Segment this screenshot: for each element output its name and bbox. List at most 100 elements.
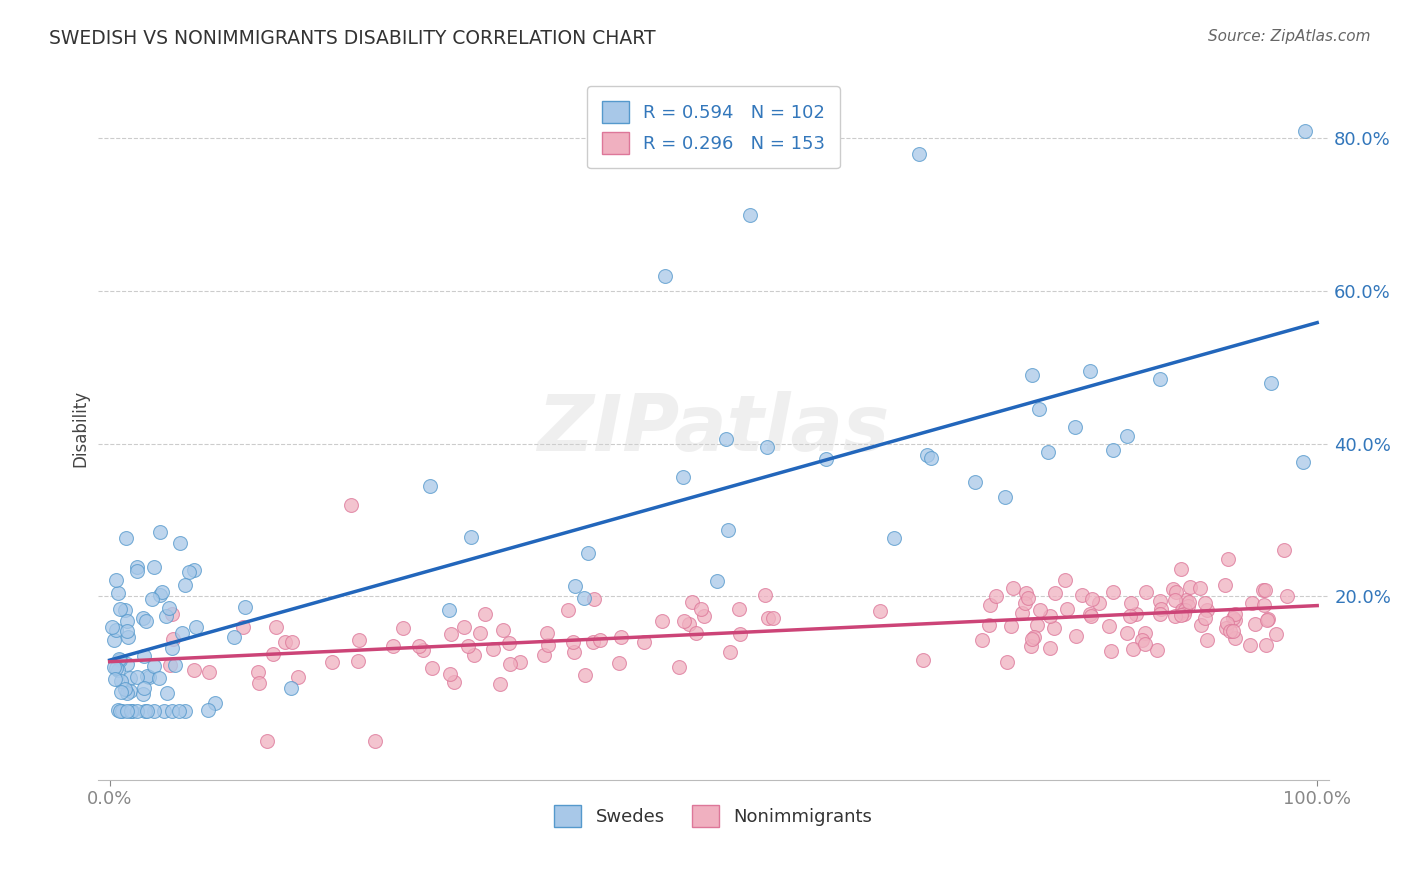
- Point: [706, 574, 728, 589]
- Point: [678, 616, 700, 631]
- Point: [117, 624, 139, 638]
- Point: [1265, 627, 1288, 641]
- Point: [1053, 574, 1076, 588]
- Point: [1135, 584, 1157, 599]
- Point: [814, 452, 837, 467]
- Point: [654, 268, 676, 283]
- Point: [537, 638, 560, 652]
- Point: [1161, 582, 1184, 596]
- Point: [1149, 602, 1171, 616]
- Point: [668, 660, 690, 674]
- Point: [1021, 368, 1043, 382]
- Point: [1119, 596, 1142, 610]
- Point: [492, 624, 515, 638]
- Point: [727, 602, 749, 616]
- Point: [1026, 618, 1049, 632]
- Point: [869, 604, 891, 618]
- Point: [173, 578, 195, 592]
- Point: [104, 660, 127, 674]
- Point: [117, 704, 139, 718]
- Point: [690, 602, 713, 616]
- Point: [1029, 603, 1052, 617]
- Point: [153, 704, 176, 718]
- Point: [1254, 582, 1277, 597]
- Point: [1166, 585, 1188, 599]
- Point: [232, 620, 254, 634]
- Point: [576, 545, 599, 559]
- Point: [1017, 591, 1039, 605]
- Point: [169, 536, 191, 550]
- Point: [143, 659, 166, 673]
- Point: [1292, 455, 1315, 469]
- Point: [340, 498, 363, 512]
- Point: [108, 601, 131, 615]
- Point: [1132, 633, 1154, 648]
- Point: [141, 592, 163, 607]
- Point: [610, 631, 633, 645]
- Point: [148, 588, 170, 602]
- Point: [1080, 609, 1102, 624]
- Point: [120, 704, 142, 718]
- Point: [321, 655, 343, 669]
- Point: [717, 523, 740, 537]
- Point: [1149, 372, 1171, 386]
- Point: [132, 681, 155, 696]
- Point: [1125, 607, 1147, 621]
- Point: [197, 665, 219, 680]
- Point: [1064, 630, 1087, 644]
- Point: [132, 687, 155, 701]
- Point: [1253, 598, 1275, 612]
- Point: [103, 632, 125, 647]
- Text: SWEDISH VS NONIMMIGRANTS DISABILITY CORRELATION CHART: SWEDISH VS NONIMMIGRANTS DISABILITY CORR…: [49, 29, 655, 48]
- Point: [197, 703, 219, 717]
- Point: [912, 652, 935, 666]
- Point: [408, 640, 430, 654]
- Point: [1218, 552, 1240, 566]
- Point: [1043, 586, 1066, 600]
- Point: [160, 607, 183, 621]
- Point: [1257, 611, 1279, 625]
- Point: [1039, 609, 1062, 624]
- Point: [440, 626, 463, 640]
- Point: [264, 620, 287, 634]
- Point: [651, 614, 673, 628]
- Point: [1039, 641, 1062, 656]
- Point: [1239, 638, 1261, 652]
- Point: [562, 645, 585, 659]
- Point: [1223, 631, 1246, 645]
- Point: [482, 642, 505, 657]
- Point: [1149, 607, 1171, 621]
- Point: [1244, 616, 1267, 631]
- Point: [1122, 641, 1144, 656]
- Point: [460, 530, 482, 544]
- Point: [672, 615, 695, 629]
- Point: [118, 671, 141, 685]
- Point: [1163, 592, 1185, 607]
- Point: [1197, 603, 1219, 617]
- Point: [758, 611, 780, 625]
- Point: [104, 573, 127, 587]
- Point: [1254, 639, 1277, 653]
- Point: [907, 146, 929, 161]
- Point: [107, 586, 129, 600]
- Point: [157, 601, 180, 615]
- Point: [1064, 420, 1087, 434]
- Point: [114, 602, 136, 616]
- Point: [262, 647, 284, 661]
- Point: [412, 643, 434, 657]
- Point: [1081, 592, 1104, 607]
- Point: [114, 681, 136, 696]
- Point: [347, 632, 370, 647]
- Point: [498, 657, 520, 672]
- Point: [1078, 607, 1101, 621]
- Point: [1256, 613, 1278, 627]
- Point: [155, 609, 177, 624]
- Point: [1219, 624, 1241, 638]
- Point: [115, 614, 138, 628]
- Point: [915, 448, 938, 462]
- Text: ZIPatlas: ZIPatlas: [537, 391, 890, 467]
- Point: [111, 704, 134, 718]
- Point: [463, 648, 485, 663]
- Point: [1070, 587, 1092, 601]
- Point: [172, 626, 194, 640]
